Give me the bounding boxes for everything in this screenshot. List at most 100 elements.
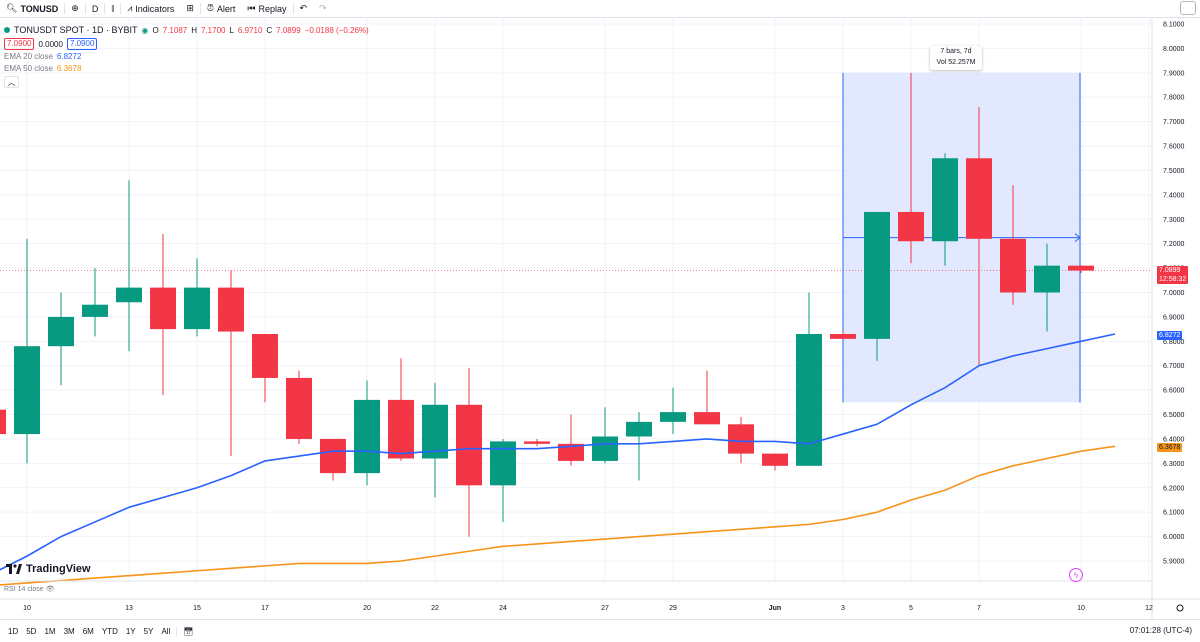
time-axis: 10 13 15 17 20 22 24 27 29 Jun 3 5 7 10 12 bbox=[23, 605, 1153, 612]
candle-body bbox=[1068, 265, 1094, 271]
candle-body bbox=[864, 211, 890, 339]
time-tick-label: 20 bbox=[363, 605, 371, 612]
timeframe-1y[interactable]: 1Y bbox=[125, 626, 136, 636]
eye-icon[interactable]: 👁︎ bbox=[45, 586, 55, 593]
open-label: O bbox=[152, 25, 159, 35]
date-range-arrow-head bbox=[1074, 233, 1081, 242]
measure-volume: Vol 52.257M bbox=[936, 59, 976, 66]
candle-body bbox=[116, 287, 142, 303]
replay-icon: ⏮︎ bbox=[247, 3, 256, 13]
timeframe-all[interactable]: All bbox=[161, 626, 171, 636]
layouts-button[interactable]: ⊞ bbox=[180, 0, 200, 17]
timeframe-5d[interactable]: 5D bbox=[26, 626, 37, 636]
tradingview-logo[interactable]: TradingView bbox=[6, 563, 91, 575]
redo-button[interactable]: ↷ bbox=[313, 0, 333, 17]
price-tick-label: 7.0000 bbox=[1163, 290, 1185, 297]
ema20-value: 6.8272 bbox=[56, 51, 82, 61]
interval-button[interactable]: D bbox=[86, 0, 105, 17]
candle-body bbox=[558, 443, 584, 461]
chevron-up-icon: ︿ bbox=[7, 77, 16, 87]
lightning-icon[interactable]: ϟ bbox=[1069, 568, 1083, 582]
alert-button[interactable]: ⏰︎ Alert bbox=[201, 0, 242, 17]
candle-body bbox=[388, 399, 414, 459]
candle-body bbox=[524, 441, 550, 444]
price-tick-label: 7.9000 bbox=[1163, 70, 1185, 77]
timeframe-ytd[interactable]: YTD bbox=[101, 626, 118, 636]
bottom-toolbar: 1D 5D 1M 3M 6M YTD 1Y 5Y All 📅︎ 07:01:28… bbox=[0, 619, 1200, 642]
close-label: C bbox=[266, 25, 273, 35]
divider bbox=[84, 3, 86, 14]
price-tick-label: 7.4000 bbox=[1163, 192, 1185, 199]
clock[interactable]: 07:01:28 (UTC-4) bbox=[1129, 626, 1192, 635]
buy-price-button[interactable]: 7.0900 bbox=[66, 38, 98, 50]
time-tick-label: 13 bbox=[125, 605, 133, 612]
timeframe-6m[interactable]: 6M bbox=[82, 626, 94, 636]
price-tick-label: 6.6000 bbox=[1163, 388, 1185, 395]
price-tick-label: 7.3000 bbox=[1163, 217, 1185, 224]
high-label: H bbox=[191, 25, 197, 35]
price-tick-label: 6.7000 bbox=[1163, 363, 1185, 370]
low-label: L bbox=[229, 25, 234, 35]
time-tick-label: 10 bbox=[1077, 605, 1085, 612]
undo-icon: ↶ bbox=[299, 3, 308, 13]
candle-body bbox=[762, 453, 788, 466]
candle-body bbox=[830, 333, 856, 339]
top-toolbar: 🔍︎ TONUSD ⊕ D ⫾ ⩘ Indicators ⊞ ⏰︎ Alert … bbox=[0, 0, 1200, 18]
timeframe-1m[interactable]: 1M bbox=[44, 626, 56, 636]
candle-body bbox=[898, 211, 924, 242]
candle-body bbox=[82, 304, 108, 317]
change-value: −0.0188 (−0.26%) bbox=[304, 25, 369, 35]
layout-toggle-button[interactable] bbox=[1180, 1, 1196, 15]
rsi-label-text: RSI 14 close bbox=[4, 586, 44, 593]
grid-icon: ⊞ bbox=[186, 3, 194, 13]
time-tick-label: 12 bbox=[1145, 605, 1153, 612]
chart-type-button[interactable]: ⫾ bbox=[105, 0, 120, 17]
price-tick-label: 8.1000 bbox=[1163, 22, 1185, 29]
indicators-button[interactable]: ⩘ Indicators bbox=[121, 0, 180, 17]
market-status-icon: ◉ bbox=[141, 25, 149, 35]
date-range-calendar-icon[interactable]: 📅︎ bbox=[176, 626, 197, 636]
close-value: 7.0899 bbox=[276, 25, 301, 35]
compare-button[interactable]: ⊕ bbox=[65, 0, 85, 17]
last-price-value: 7.0899 bbox=[1159, 267, 1181, 274]
time-tick-label: 29 bbox=[669, 605, 677, 612]
candle-body bbox=[48, 316, 74, 347]
ema20-legend[interactable]: EMA 20 close 6.8272 bbox=[4, 50, 369, 62]
settings-gear-icon[interactable] bbox=[1176, 604, 1184, 612]
ema50-legend[interactable]: EMA 50 close 6.3678 bbox=[4, 62, 369, 74]
time-tick-label: Jun bbox=[769, 605, 781, 612]
timeframe-1d[interactable]: 1D bbox=[8, 626, 19, 636]
candle-body bbox=[660, 412, 686, 422]
price-chart[interactable]: 8.1000 8.0000 7.9000 7.8000 7.7000 7.6000 7.50… bbox=[0, 17, 1200, 619]
timeframe-3m[interactable]: 3M bbox=[63, 626, 75, 636]
last-price-tag: 7.0899 12:58:32 bbox=[1157, 266, 1189, 284]
collapse-legend-button[interactable]: ︿ bbox=[4, 76, 19, 88]
candles bbox=[0, 72, 1094, 537]
ema50-value: 6.3678 bbox=[56, 63, 82, 73]
price-tick-label: 7.2000 bbox=[1163, 241, 1185, 248]
candle-body bbox=[728, 424, 754, 454]
rsi-pane-label[interactable]: RSI 14 close 👁︎ bbox=[4, 585, 55, 593]
search-icon: 🔍︎ bbox=[6, 3, 18, 13]
price-tick-label: 6.1000 bbox=[1163, 510, 1185, 517]
spread-value: 0.0000 bbox=[38, 39, 63, 49]
replay-label: Replay bbox=[258, 3, 287, 14]
candle-body bbox=[184, 287, 210, 330]
bar-countdown: 12:58:32 bbox=[1159, 276, 1187, 283]
undo-button[interactable]: ↶ bbox=[294, 0, 314, 17]
price-tick-label: 6.4000 bbox=[1163, 436, 1185, 443]
timeframe-5y[interactable]: 5Y bbox=[143, 626, 154, 636]
time-tick-label: 15 bbox=[193, 605, 201, 612]
price-tick-label: 6.0000 bbox=[1163, 534, 1185, 541]
candle-body bbox=[592, 436, 618, 461]
candle-body bbox=[150, 287, 176, 330]
low-value: 6.9710 bbox=[237, 25, 263, 35]
replay-button[interactable]: ⏮︎ Replay bbox=[241, 0, 292, 17]
time-tick-label: 27 bbox=[601, 605, 609, 612]
bid-ask-row: 7.0900 0.0000 7.0900 bbox=[4, 38, 369, 50]
sell-price-button[interactable]: 7.0900 bbox=[4, 38, 35, 50]
symbol-search[interactable]: 🔍︎ TONUSD bbox=[0, 0, 64, 17]
price-tick-label: 8.0000 bbox=[1163, 46, 1185, 53]
candle-body bbox=[252, 333, 278, 378]
status-dot bbox=[4, 27, 10, 33]
